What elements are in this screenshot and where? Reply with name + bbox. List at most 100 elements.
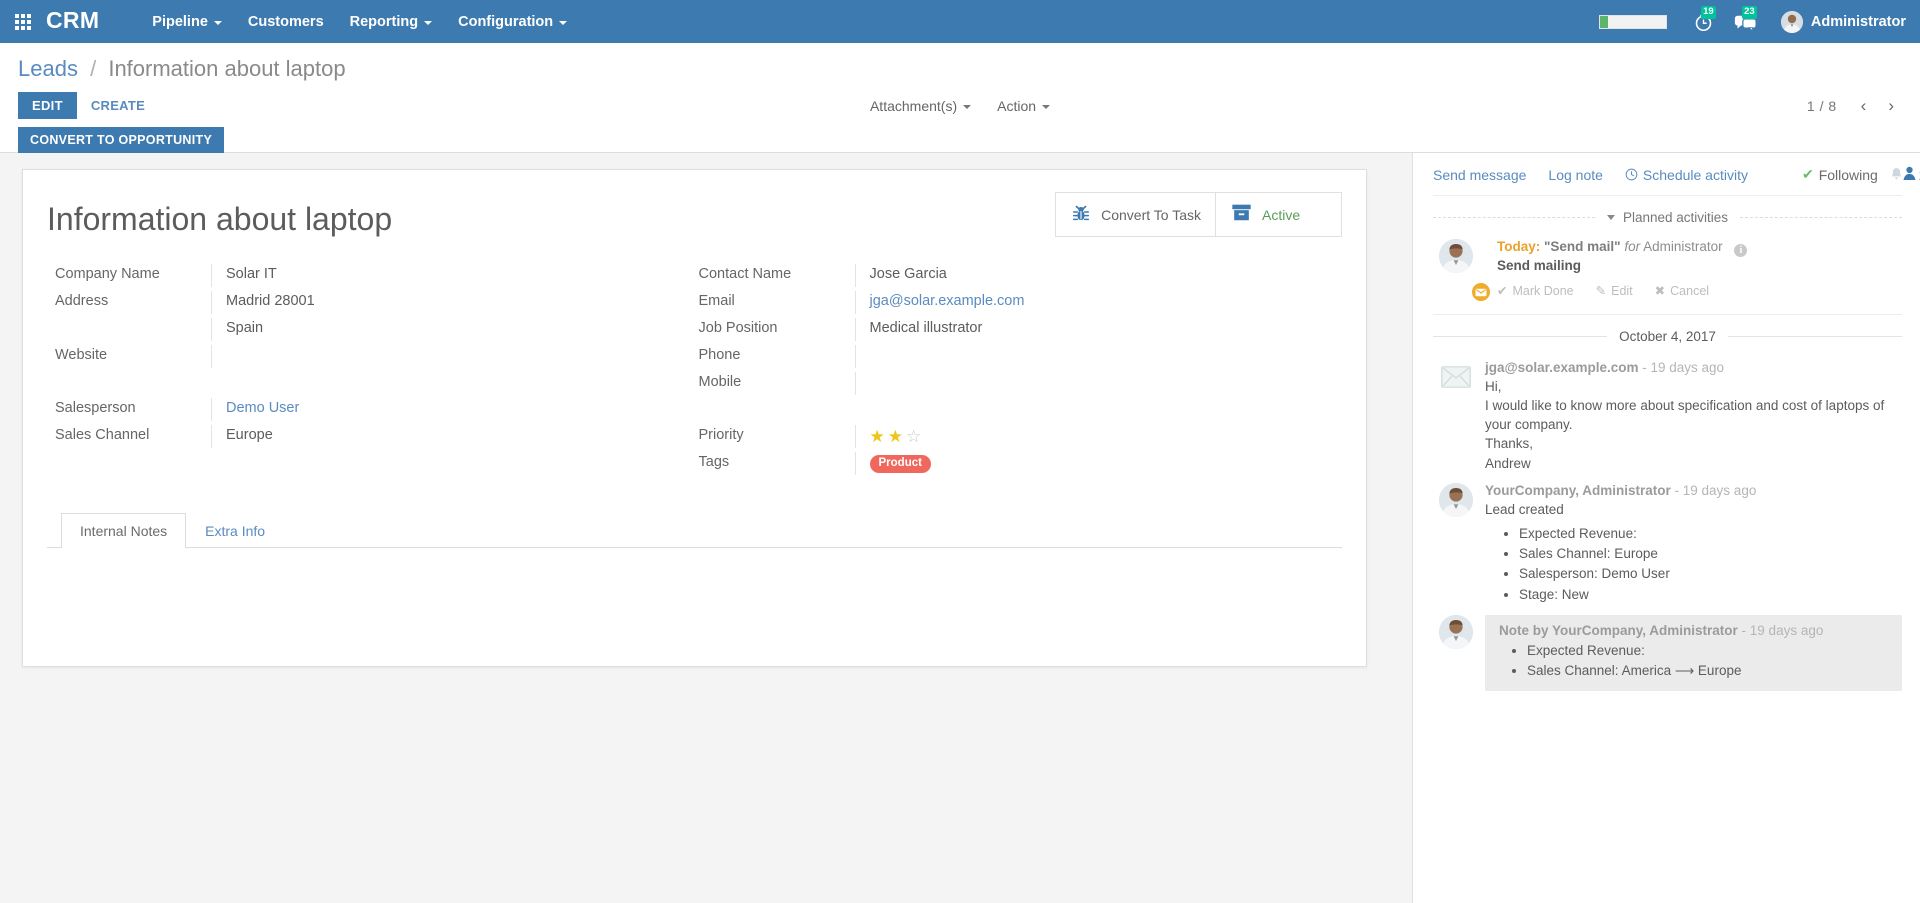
following-toggle[interactable]: ✔ Following [1802, 166, 1878, 183]
planned-activities-toggle[interactable]: Planned activities [1595, 210, 1740, 225]
schedule-activity-button[interactable]: Schedule activity [1625, 167, 1748, 183]
field-phone-value[interactable] [854, 345, 1343, 369]
convert-to-opportunity-button[interactable]: CONVERT TO OPPORTUNITY [18, 127, 225, 153]
field-address-country-value[interactable]: Spain [211, 318, 699, 342]
page-title: Information about laptop [47, 201, 393, 237]
field-phone-label: Phone [698, 347, 741, 364]
chevron-down-icon [1042, 104, 1051, 109]
brand-title[interactable]: CRM [46, 7, 100, 33]
followers-button[interactable]: 2 [1903, 166, 1920, 183]
convert-to-task-stat-button[interactable]: Convert To Task [1056, 193, 1216, 236]
active-stat-button[interactable]: Active [1216, 193, 1341, 236]
edit-button[interactable]: EDIT [18, 92, 77, 119]
clock-icon [1625, 168, 1638, 181]
create-button[interactable]: CREATE [77, 92, 159, 119]
mark-done-button[interactable]: ✔ Mark Done [1497, 283, 1574, 299]
list-item: Sales Channel: America ⟶ Europe [1527, 661, 1890, 681]
star-2-icon[interactable]: ★ [887, 427, 903, 447]
field-address-line2-row: Spain [55, 318, 699, 342]
message-item: YourCompany, Administrator - 19 days ago… [1433, 477, 1902, 609]
pager-count: 1 / 8 [1806, 97, 1837, 114]
field-salesperson: Salesperson Demo User [55, 398, 699, 422]
field-address-label: Address [55, 293, 109, 310]
menu-item-pipeline[interactable]: Pipeline [139, 0, 235, 43]
stat-buttons: Convert To Task Active [1055, 192, 1342, 237]
control-panel-center: Attachment(s) Action [869, 97, 1051, 114]
message-text: Lead created [1485, 500, 1902, 519]
check-icon: ✔ [1497, 284, 1508, 298]
tab-internal-notes[interactable]: Internal Notes [61, 513, 187, 549]
menu-item-configuration[interactable]: Configuration [445, 0, 580, 43]
field-contact-name-value[interactable]: Jose Garcia [854, 264, 1343, 288]
message-header: jga@solar.example.com - 19 days ago [1485, 360, 1902, 375]
progress-bar-fill [1599, 15, 1608, 28]
messages-chat-icon[interactable]: 23 [1734, 0, 1757, 43]
content-area: Information about laptop Co [0, 153, 1920, 903]
field-salesperson-label: Salesperson [55, 400, 136, 417]
tags-value[interactable]: Product [854, 452, 931, 476]
attachments-dropdown-label: Attachment(s) [869, 97, 958, 114]
field-priority: Priority ★ ★ ☆ [698, 425, 1343, 449]
note-timestamp: - 19 days ago [1741, 622, 1824, 638]
breadcrumb-leads[interactable]: Leads [18, 56, 78, 81]
cancel-activity-button[interactable]: ✖ Cancel [1655, 283, 1709, 299]
status-bar: CONVERT TO OPPORTUNITY [18, 127, 1902, 153]
apps-grid-icon[interactable] [0, 0, 46, 43]
breadcrumb-current: Information about laptop [108, 56, 346, 81]
field-sales-channel-value[interactable]: Europe [211, 425, 699, 449]
field-email-value[interactable]: jga@solar.example.com [854, 291, 1343, 315]
menu-item-customers[interactable]: Customers [235, 0, 337, 43]
edit-activity-button[interactable]: ✎ Edit [1596, 283, 1633, 299]
bell-icon[interactable] [1890, 167, 1903, 182]
log-note-button[interactable]: Log note [1548, 166, 1603, 183]
field-company-name-value[interactable]: Solar IT [211, 264, 699, 288]
menu-item-reporting[interactable]: Reporting [337, 0, 445, 43]
activity-clock-icon[interactable]: 19 [1693, 0, 1716, 43]
active-label: Active [1262, 206, 1301, 223]
message-author: YourCompany, Administrator [1485, 482, 1671, 498]
top-navbar: CRM Pipeline Customers Reporting Configu… [0, 0, 1920, 43]
field-website-label: Website [55, 347, 108, 364]
status-badge[interactable]: Product [869, 455, 931, 474]
chevron-down-icon [1606, 215, 1615, 220]
field-salesperson-value[interactable]: Demo User [211, 398, 699, 422]
attachments-dropdown[interactable]: Attachment(s) [869, 97, 972, 114]
message-author: jga@solar.example.com [1485, 360, 1639, 375]
planned-activity-item: Today: "Send mail" for Administrator i S… [1433, 235, 1902, 315]
check-icon: ✔ [1801, 166, 1814, 182]
field-phone: Phone [698, 345, 1343, 369]
note-header: Note by YourCompany, Administrator - 19 … [1499, 623, 1890, 638]
message-timestamp: - 19 days ago [1674, 482, 1757, 498]
info-icon[interactable]: i [1734, 244, 1748, 257]
notebook-page-internal-notes[interactable] [47, 548, 1342, 656]
star-3-icon[interactable]: ☆ [906, 427, 922, 447]
date-separator-label: October 4, 2017 [1619, 329, 1716, 344]
avatar [1439, 482, 1473, 517]
chatter-toolbar: Send message Log note Schedule activity … [1433, 153, 1920, 196]
form-sheet: Information about laptop Co [22, 169, 1367, 668]
star-1-icon[interactable]: ★ [869, 427, 885, 447]
action-dropdown[interactable]: Action [997, 98, 1051, 114]
activity-note: Send mailing [1497, 258, 1582, 273]
message-body: jga@solar.example.com - 19 days ago Hi, … [1485, 360, 1902, 473]
field-mobile-label: Mobile [698, 374, 742, 391]
pager-next-button[interactable]: › [1880, 95, 1902, 116]
chevron-down-icon [424, 20, 433, 25]
field-mobile-value[interactable] [854, 372, 1343, 396]
send-message-button[interactable]: Send message [1433, 166, 1527, 183]
progress-bar-widget[interactable] [1598, 14, 1667, 29]
priority-stars[interactable]: ★ ★ ☆ [854, 425, 922, 449]
followers-count: 2 [1919, 167, 1920, 183]
field-priority-label: Priority [698, 427, 744, 444]
user-menu[interactable]: Administrator [1777, 0, 1906, 43]
separator-line-right [1740, 217, 1902, 218]
breadcrumb-separator: / [90, 56, 97, 81]
tab-extra-info[interactable]: Extra Info [205, 523, 266, 540]
envelope-icon [1470, 281, 1492, 303]
pager-previous-button[interactable]: ‹ [1853, 95, 1875, 116]
field-website-value[interactable] [211, 345, 699, 369]
activity-for-word: for [1624, 239, 1641, 254]
user-name-label: Administrator [1810, 13, 1906, 30]
field-job-position-value[interactable]: Medical illustrator [854, 318, 1343, 342]
field-address-value[interactable]: Madrid 28001 [211, 291, 699, 315]
